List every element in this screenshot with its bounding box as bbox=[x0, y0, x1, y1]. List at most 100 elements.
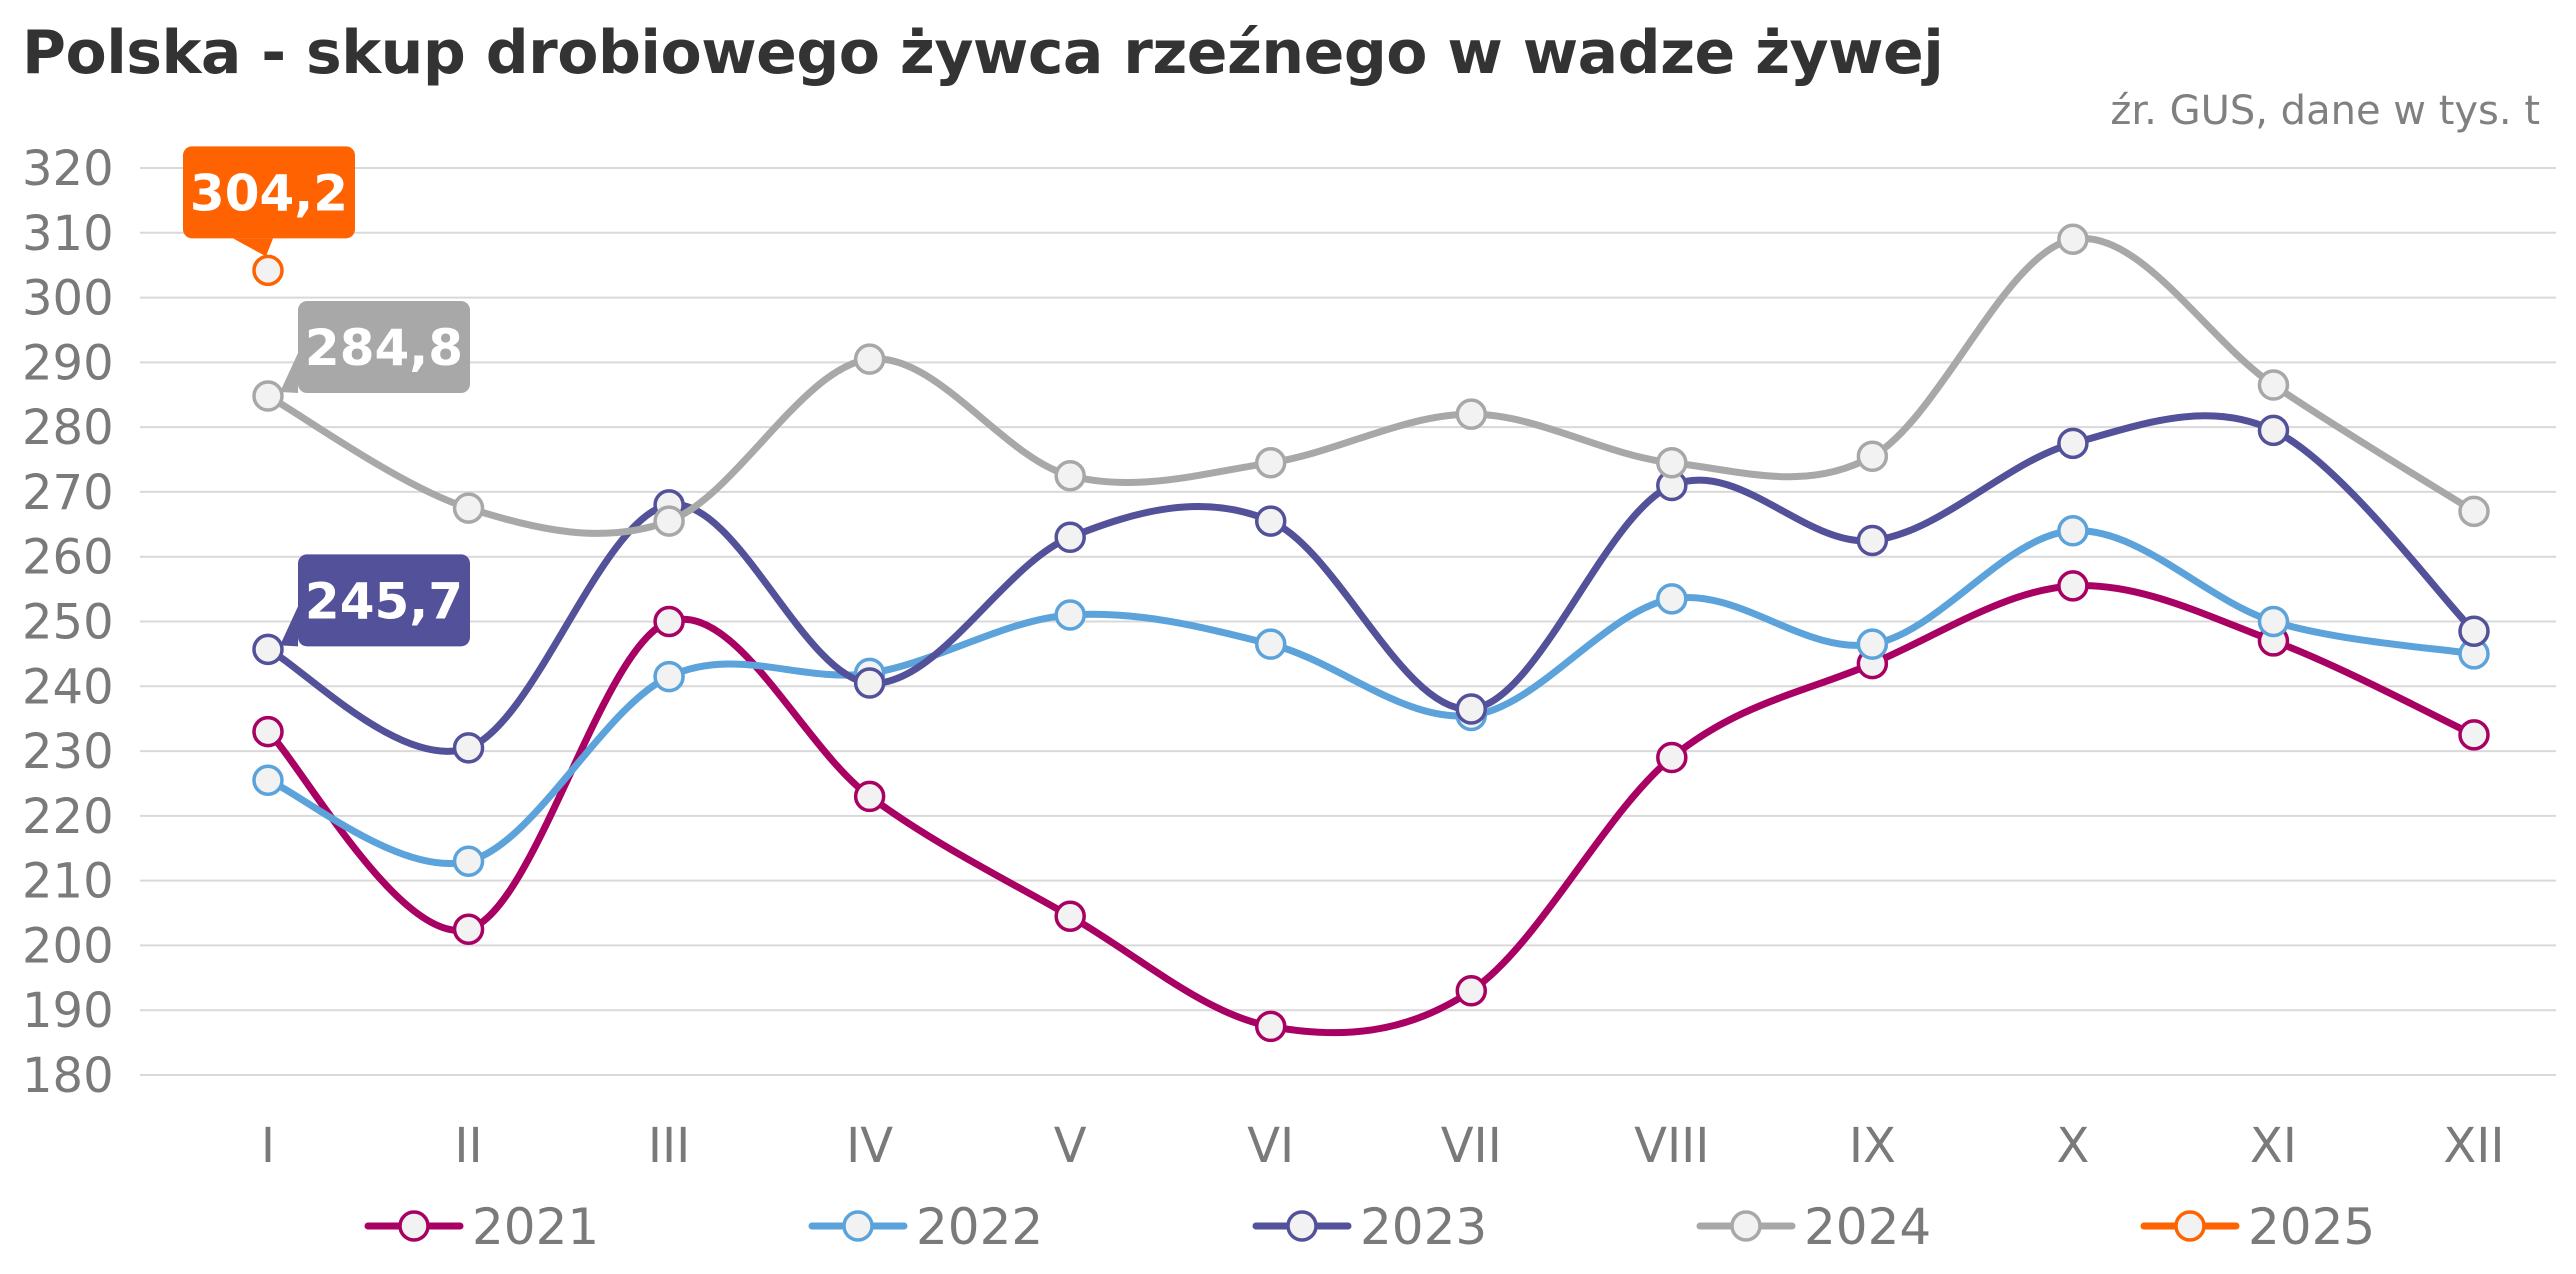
x-tick-label: II bbox=[454, 1118, 482, 1174]
data-point-2023-XII bbox=[2458, 615, 2490, 647]
callout-pointer bbox=[280, 353, 298, 394]
legend-item-2025: 2025 bbox=[2140, 1198, 2375, 1256]
legend-swatch-marker bbox=[2174, 1210, 2206, 1242]
y-tick-label: 250 bbox=[22, 595, 114, 651]
x-tick-label: XII bbox=[2443, 1118, 2504, 1174]
y-tick-label: 260 bbox=[22, 530, 114, 586]
data-point-2024-VIII bbox=[1656, 447, 1688, 479]
data-point-2022-VIII bbox=[1656, 583, 1688, 615]
data-point-2021-VII bbox=[1455, 975, 1488, 1007]
data-point-2024-II bbox=[452, 492, 485, 524]
data-point-2024-I bbox=[252, 380, 284, 412]
series-line-2021 bbox=[264, 582, 2478, 1037]
legend-item-2024: 2024 bbox=[1696, 1198, 1931, 1256]
data-point-2023-IV bbox=[853, 667, 886, 699]
y-tick-label: 270 bbox=[22, 465, 114, 521]
y-tick-label: 280 bbox=[22, 400, 114, 456]
series-2021 bbox=[252, 570, 2490, 1043]
data-point-2022-XI bbox=[2257, 605, 2290, 638]
data-point-2022-II bbox=[452, 845, 485, 877]
data-point-2022-I bbox=[252, 764, 284, 796]
callout-pointer bbox=[233, 238, 273, 257]
legend: 2021 2022 2023 2024 2025 bbox=[364, 1198, 2375, 1256]
y-tick-label: 300 bbox=[22, 271, 114, 327]
legend-item-2022: 2022 bbox=[808, 1198, 1043, 1256]
series-2024 bbox=[252, 223, 2490, 537]
series-2022 bbox=[252, 515, 2490, 877]
data-point-2021-I bbox=[252, 715, 284, 748]
y-tick-label: 190 bbox=[22, 983, 114, 1039]
data-point-2024-X bbox=[2057, 223, 2089, 256]
legend-label: 2025 bbox=[2248, 1198, 2375, 1256]
data-point-2023-XI bbox=[2257, 414, 2290, 447]
data-point-2023-X bbox=[2057, 427, 2089, 460]
data-point-2024-IX bbox=[1856, 440, 1889, 473]
legend-label: 2022 bbox=[916, 1198, 1043, 1256]
x-tick-label: I bbox=[261, 1118, 275, 1174]
callout-2024: 284,8 bbox=[280, 301, 470, 394]
x-tick-label: VII bbox=[1441, 1118, 1502, 1174]
series-2023 bbox=[252, 412, 2490, 764]
callout-box bbox=[183, 146, 355, 239]
data-point-2023-V bbox=[1054, 521, 1086, 554]
callout-label: 245,7 bbox=[305, 572, 463, 630]
x-axis: I II III IV V VI VII VIII IX X XI XII bbox=[261, 1118, 2505, 1174]
data-point-2021-XII bbox=[2458, 719, 2490, 751]
series-line-2024 bbox=[264, 234, 2478, 537]
source-note: źr. GUS, dane w tys. t bbox=[2110, 88, 2540, 134]
series-2025 bbox=[252, 254, 284, 287]
legend-item-2021: 2021 bbox=[364, 1198, 599, 1256]
x-tick-label: VIII bbox=[1634, 1118, 1709, 1174]
data-point-2024-III bbox=[653, 505, 685, 537]
data-point-2024-XII bbox=[2458, 495, 2490, 528]
callout-box bbox=[298, 301, 470, 394]
data-point-2022-VI bbox=[1254, 628, 1287, 660]
data-point-2024-VI bbox=[1254, 447, 1287, 479]
chart-title: Polska - skup drobiowego żywca rzeźnego … bbox=[22, 18, 1944, 88]
data-point-2023-II bbox=[452, 732, 485, 764]
x-tick-label: III bbox=[648, 1118, 690, 1174]
data-point-2021-III bbox=[653, 605, 685, 638]
x-tick-label: XI bbox=[2250, 1118, 2297, 1174]
x-tick-label: X bbox=[2056, 1118, 2089, 1174]
data-point-2024-V bbox=[1054, 459, 1086, 492]
data-point-2021-II bbox=[452, 913, 485, 945]
y-tick-label: 210 bbox=[22, 854, 114, 910]
data-point-2024-XI bbox=[2257, 369, 2290, 401]
callout-label: 304,2 bbox=[190, 164, 348, 222]
legend-item-2023: 2023 bbox=[1252, 1198, 1487, 1256]
data-point-2022-IX bbox=[1856, 628, 1889, 660]
data-point-2023-I bbox=[252, 633, 284, 666]
data-point-2021-VI bbox=[1254, 1010, 1287, 1043]
legend-swatch-marker bbox=[1730, 1210, 1762, 1242]
y-tick-label: 180 bbox=[22, 1048, 114, 1104]
series-line-2022 bbox=[264, 527, 2478, 867]
data-point-2022-X bbox=[2057, 515, 2089, 547]
data-point-2023-VI bbox=[1254, 505, 1287, 537]
y-tick-label: 320 bbox=[22, 141, 114, 197]
data-point-2021-IV bbox=[853, 780, 886, 813]
data-point-2022-V bbox=[1054, 599, 1086, 631]
data-point-2023-VII bbox=[1455, 693, 1488, 725]
x-tick-label: IX bbox=[1849, 1118, 1896, 1174]
legend-label: 2023 bbox=[1360, 1198, 1487, 1256]
legend-label: 2024 bbox=[1804, 1198, 1931, 1256]
legend-swatch-marker bbox=[842, 1210, 874, 1242]
legend-swatch-marker bbox=[398, 1210, 430, 1242]
data-point-2023-IX bbox=[1856, 524, 1889, 557]
y-tick-label: 290 bbox=[22, 335, 114, 391]
y-tick-label: 230 bbox=[22, 724, 114, 780]
callout-2023: 245,7 bbox=[280, 554, 470, 647]
callout-2025: 304,2 bbox=[183, 146, 355, 257]
y-tick-label: 220 bbox=[22, 789, 114, 845]
x-tick-label: V bbox=[1054, 1118, 1087, 1174]
data-point-2022-III bbox=[653, 660, 685, 693]
data-point-2024-VII bbox=[1455, 398, 1488, 430]
callout-label: 284,8 bbox=[305, 319, 463, 377]
x-tick-label: IV bbox=[846, 1118, 893, 1174]
data-point-2021-X bbox=[2057, 570, 2089, 602]
legend-swatch-marker bbox=[1286, 1210, 1318, 1242]
series-line-2023 bbox=[264, 412, 2478, 755]
grid-lines bbox=[140, 167, 2556, 1076]
